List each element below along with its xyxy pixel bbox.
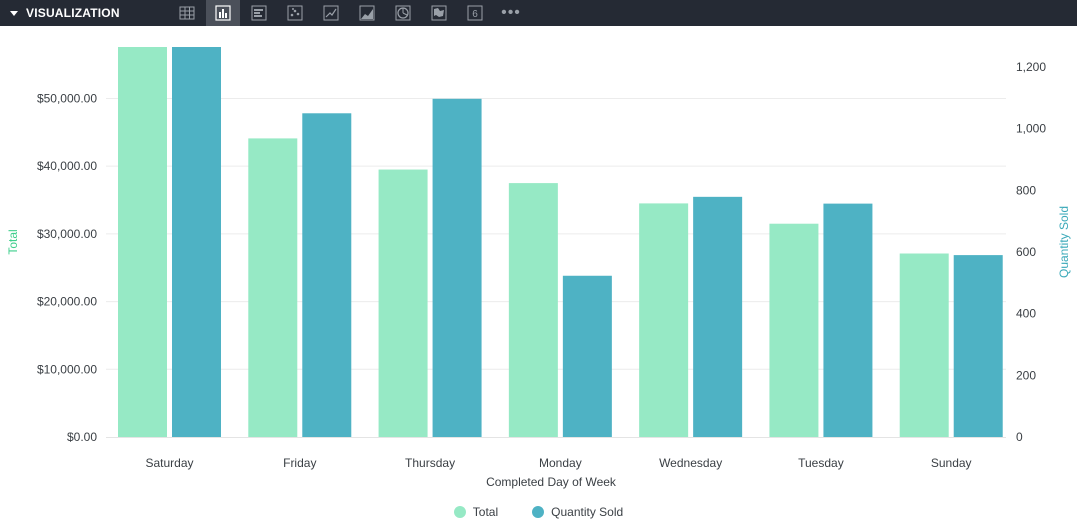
bar-quantity-sold-sunday: [953, 255, 1003, 437]
map-vis-button[interactable]: [422, 0, 456, 26]
table-icon: [179, 6, 195, 20]
right-y-axis: 0 200 400 600 800 1,000 1,200: [1016, 60, 1046, 444]
table-vis-button[interactable]: [170, 0, 204, 26]
bar-total-monday: [508, 183, 558, 437]
column-chart: $0.00 $10,000.00 $20,000.00 $30,000.00 $40,0…: [6, 47, 1071, 489]
bar-chart-icon: [251, 5, 267, 21]
scatter-chart-icon: [287, 5, 303, 21]
x-tick-label: Sunday: [931, 456, 972, 470]
column-chart-icon: [215, 5, 231, 21]
bar-quantity-sold-friday: [302, 113, 352, 438]
bar-total-thursday: [378, 169, 428, 438]
x-tick-label: Monday: [539, 456, 582, 470]
bar-vis-button[interactable]: [242, 0, 276, 26]
left-tick-label: $30,000.00: [37, 227, 97, 241]
legend-swatch-total: [453, 506, 466, 518]
bar-quantity-sold-tuesday: [823, 203, 873, 437]
column-vis-button[interactable]: [206, 0, 240, 26]
x-axis: Saturday Friday Thursday Monday Wednesday Tue…: [145, 456, 971, 470]
left-tick-label: $10,000.00: [37, 362, 97, 376]
right-axis-title: Quantity Sold: [1057, 206, 1071, 278]
left-y-axis: $0.00 $10,000.00 $20,000.00 $30,000.00 $40,0…: [37, 91, 97, 444]
x-tick-label: Tuesday: [798, 456, 844, 470]
single-value-icon: 6: [467, 5, 483, 21]
legend-label-quantity-sold: Quantity Sold: [551, 505, 624, 519]
bar-quantity-sold-thursday: [432, 98, 482, 437]
x-axis-title: Completed Day of Week: [486, 475, 617, 489]
bar-total-saturday: [118, 47, 167, 437]
right-tick-label: 0: [1016, 430, 1023, 444]
visualization-toggle[interactable]: VISUALIZATION: [0, 0, 170, 26]
area-chart-icon: [359, 5, 375, 21]
x-tick-label: Thursday: [405, 456, 455, 470]
left-tick-label: $0.00: [67, 430, 97, 444]
right-tick-label: 1,200: [1016, 60, 1046, 74]
right-tick-label: 1,000: [1016, 122, 1046, 136]
line-chart-icon: [323, 5, 339, 21]
bar-total-wednesday: [639, 203, 689, 437]
area-vis-button[interactable]: [350, 0, 384, 26]
caret-down-icon: [10, 10, 18, 16]
x-tick-label: Friday: [283, 456, 316, 470]
left-tick-label: $20,000.00: [37, 295, 97, 309]
right-tick-label: 200: [1016, 368, 1036, 382]
legend-item-quantity-sold[interactable]: Quantity Sold: [532, 505, 623, 519]
legend-item-total[interactable]: Total: [453, 505, 499, 519]
pie-chart-icon: [395, 5, 411, 21]
left-axis-title: Total: [6, 229, 20, 254]
more-icon: •••: [501, 4, 521, 21]
legend-swatch-quantity-sold: [532, 506, 545, 518]
right-tick-label: 600: [1016, 245, 1036, 259]
bar-quantity-sold-monday: [562, 275, 612, 437]
right-tick-label: 800: [1016, 183, 1036, 197]
visualization-toolbar: VISUALIZATION 6 •••: [0, 0, 1077, 26]
legend-label-total: Total: [472, 505, 499, 519]
left-tick-label: $50,000.00: [37, 91, 97, 105]
bar-total-sunday: [899, 253, 949, 437]
line-vis-button[interactable]: [314, 0, 348, 26]
left-tick-label: $40,000.00: [37, 159, 97, 173]
bar-quantity-sold-wednesday: [693, 196, 743, 437]
x-tick-label: Wednesday: [659, 456, 722, 470]
x-tick-label: Saturday: [145, 456, 193, 470]
bar-total-friday: [248, 138, 298, 437]
bar-quantity-sold-saturday: [172, 47, 221, 437]
single-value-vis-button[interactable]: 6: [458, 0, 492, 26]
pie-vis-button[interactable]: [386, 0, 420, 26]
scatter-vis-button[interactable]: [278, 0, 312, 26]
bar-total-tuesday: [769, 223, 819, 437]
visualization-title: VISUALIZATION: [26, 6, 120, 20]
map-icon: [431, 5, 447, 21]
single-value-icon-text: 6: [472, 9, 478, 20]
bars: [118, 47, 1003, 438]
more-options-button[interactable]: •••: [494, 0, 528, 26]
right-tick-label: 400: [1016, 307, 1036, 321]
legend: Total Quantity Sold: [0, 502, 1077, 522]
